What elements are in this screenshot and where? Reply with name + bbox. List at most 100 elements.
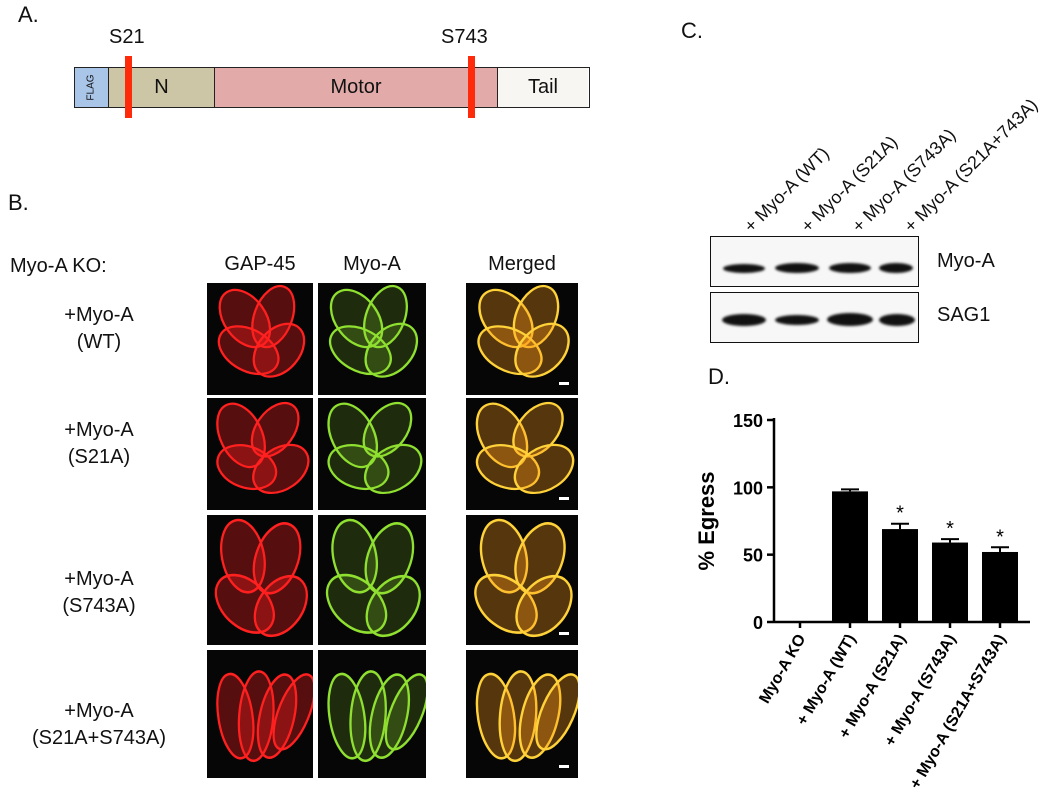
- micrograph-wt-myoa: [318, 283, 426, 395]
- tail-domain-segment: Tail: [498, 68, 588, 107]
- parasite-rosette: [327, 401, 423, 495]
- row-label-wt: +Myo-A (WT): [0, 302, 198, 356]
- motor-domain-segment: Motor: [215, 68, 498, 107]
- parasite-cell: [477, 325, 543, 376]
- parasite-cell: [362, 401, 413, 458]
- y-tick-label: 150: [733, 411, 763, 431]
- parasite-cell: [498, 670, 538, 763]
- flag-tag-segment: FLAG: [75, 68, 109, 107]
- micrograph-s21a-s743a-gap45: [207, 650, 313, 778]
- parasite-cell: [327, 444, 390, 491]
- micrograph-s21a-merged: [466, 398, 578, 510]
- row-label-line2: (S21A): [67, 446, 131, 468]
- micrograph-wt-gap45: [207, 283, 313, 395]
- y-tick-label: 100: [733, 478, 763, 498]
- row-label-line1: +Myo-A: [64, 568, 134, 590]
- row-label-line2: (WT): [76, 331, 122, 353]
- parasite-cell: [364, 443, 423, 495]
- parasite-cell: [364, 322, 419, 378]
- scale-bar: [559, 765, 569, 768]
- bar: [832, 491, 868, 622]
- parasite-rosette: [214, 518, 308, 638]
- parasite-rosette: [325, 518, 421, 638]
- parasite-cell: [384, 673, 426, 751]
- column-myoa: Myo-A: [343, 253, 401, 275]
- column-gap45: GAP-45: [224, 253, 296, 275]
- site-s21-label: S21: [109, 26, 145, 48]
- x-tick-label: + Myo-A (S21A+S743A): [907, 632, 1009, 792]
- parasite-cell: [252, 322, 306, 378]
- panel-a-label: A.: [18, 2, 39, 27]
- row-label-s21a: +Myo-A (S21A): [0, 417, 198, 471]
- parasite-cell: [349, 670, 387, 763]
- parasite-cell: [328, 325, 392, 376]
- x-tick-label: Myo-A KO: [756, 632, 809, 707]
- parasite-cell: [475, 444, 541, 491]
- parasite-cell: [216, 672, 255, 760]
- flag-tag-label: FLAG: [86, 74, 97, 101]
- scale-bar: [559, 497, 569, 500]
- row-label-line2: (S743A): [62, 595, 136, 617]
- parasite-cell: [515, 574, 573, 638]
- micrograph-wt-merged: [466, 283, 578, 395]
- row-label-line1: +Myo-A: [64, 304, 134, 326]
- significance-marker: *: [946, 518, 954, 540]
- parasite-rosette: [217, 284, 306, 378]
- blot-band: [879, 314, 915, 326]
- blot-label-sag1: SAG1: [937, 304, 991, 326]
- parasite-cell: [272, 673, 313, 751]
- parasite-rosette: [216, 670, 313, 763]
- blot-band: [775, 263, 819, 273]
- parasite-cell: [325, 573, 388, 634]
- panel-c-label: C.: [681, 18, 703, 43]
- row-label-s21a-s743a: +Myo-A (S21A+S743A): [0, 698, 198, 752]
- parasite-cell: [253, 574, 308, 638]
- myosin-domain-map: FLAG N Motor Tail: [74, 56, 590, 118]
- bar: [932, 542, 968, 622]
- parasite-rosette: [327, 670, 426, 763]
- bar: [982, 551, 1018, 622]
- significance-marker: *: [896, 503, 904, 525]
- y-tick-label: 50: [743, 546, 763, 566]
- parasite-cell: [237, 670, 275, 763]
- parasite-cell: [512, 401, 564, 458]
- micrograph-s21a-s743a-merged: [466, 650, 578, 778]
- parasite-cell: [214, 573, 275, 634]
- row-header: Myo-A KO:: [10, 255, 107, 277]
- tail-domain-label: Tail: [527, 76, 558, 98]
- parasite-cell: [252, 443, 310, 495]
- parasite-rosette: [216, 401, 310, 495]
- blot-label-myoa: Myo-A: [937, 250, 995, 272]
- scale-bar: [559, 632, 569, 635]
- parasite-cell: [514, 322, 570, 378]
- row-label-line2: (S21A+S743A): [32, 727, 166, 749]
- blot-band: [723, 264, 765, 273]
- micrograph-s743a-gap45: [207, 515, 313, 645]
- y-tick-label: 0: [753, 613, 763, 633]
- blot-band: [775, 315, 819, 325]
- n-domain-label: N: [154, 76, 169, 98]
- parasite-cell: [250, 401, 300, 458]
- parasite-cell: [327, 672, 367, 760]
- parasite-cell: [474, 573, 538, 634]
- s743-site-marker: [468, 56, 475, 118]
- blot-band: [722, 314, 766, 326]
- parasite-rosette: [475, 401, 575, 495]
- parasite-rosette: [477, 284, 570, 378]
- myoa-blot: [710, 236, 919, 287]
- blot-band: [827, 313, 873, 326]
- micrograph-s21a-s743a-myoa: [318, 650, 426, 778]
- parasite-rosette: [328, 284, 419, 378]
- micrograph-s21a-myoa: [318, 398, 426, 510]
- site-s743-label: S743: [441, 26, 488, 48]
- micrograph-s743a-myoa: [318, 515, 426, 645]
- sag1-blot: [710, 292, 919, 343]
- scale-bar: [559, 382, 569, 385]
- blot-band: [829, 263, 871, 273]
- motor-domain-label: Motor: [330, 76, 382, 98]
- parasite-cell: [217, 325, 280, 376]
- s21-site-marker: [125, 56, 132, 118]
- parasite-cell: [216, 444, 278, 491]
- significance-marker: *: [996, 526, 1004, 548]
